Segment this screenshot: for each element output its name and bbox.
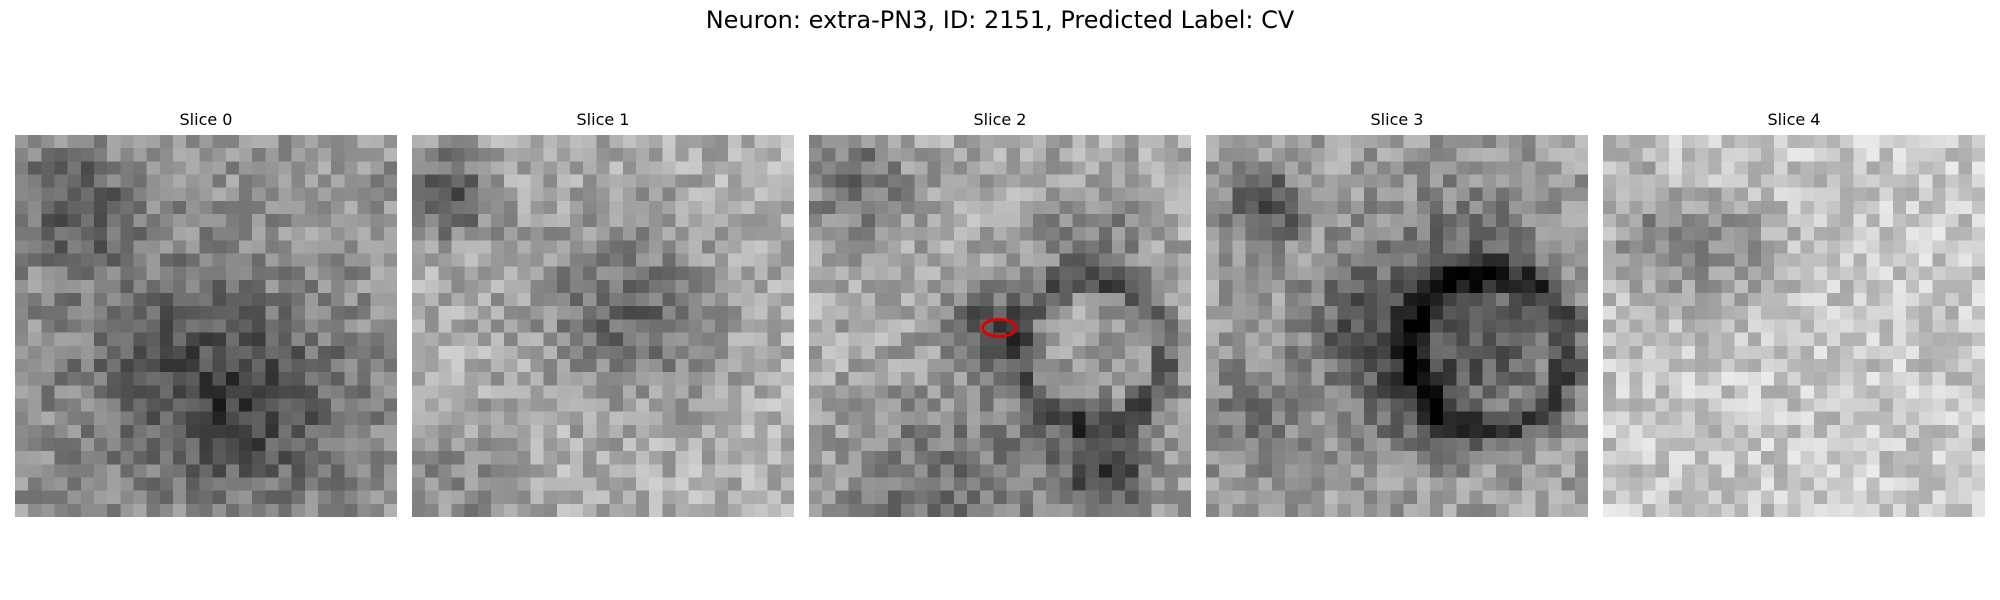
slice-2-canvas [809, 135, 1191, 517]
slice-3-image [1206, 135, 1588, 517]
slice-0-image [15, 135, 397, 517]
slice-1-canvas [412, 135, 794, 517]
figure-title: Neuron: extra-PN3, ID: 2151, Predicted L… [705, 6, 1295, 34]
slice-3-canvas [1206, 135, 1588, 517]
slice-1-image [412, 135, 794, 517]
slice-0-title: Slice 0 [179, 110, 233, 129]
slice-4-canvas [1603, 135, 1985, 517]
slice-3-title: Slice 3 [1370, 110, 1424, 129]
slice-4-title: Slice 4 [1767, 110, 1821, 129]
slice-1-title: Slice 1 [576, 110, 630, 129]
slice-0-canvas [15, 135, 397, 517]
slice-2-title: Slice 2 [973, 110, 1027, 129]
slice-4-image [1603, 135, 1985, 517]
slice-2-image [809, 135, 1191, 517]
